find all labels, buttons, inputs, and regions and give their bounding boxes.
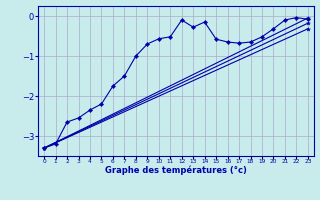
X-axis label: Graphe des températures (°c): Graphe des températures (°c)	[105, 166, 247, 175]
